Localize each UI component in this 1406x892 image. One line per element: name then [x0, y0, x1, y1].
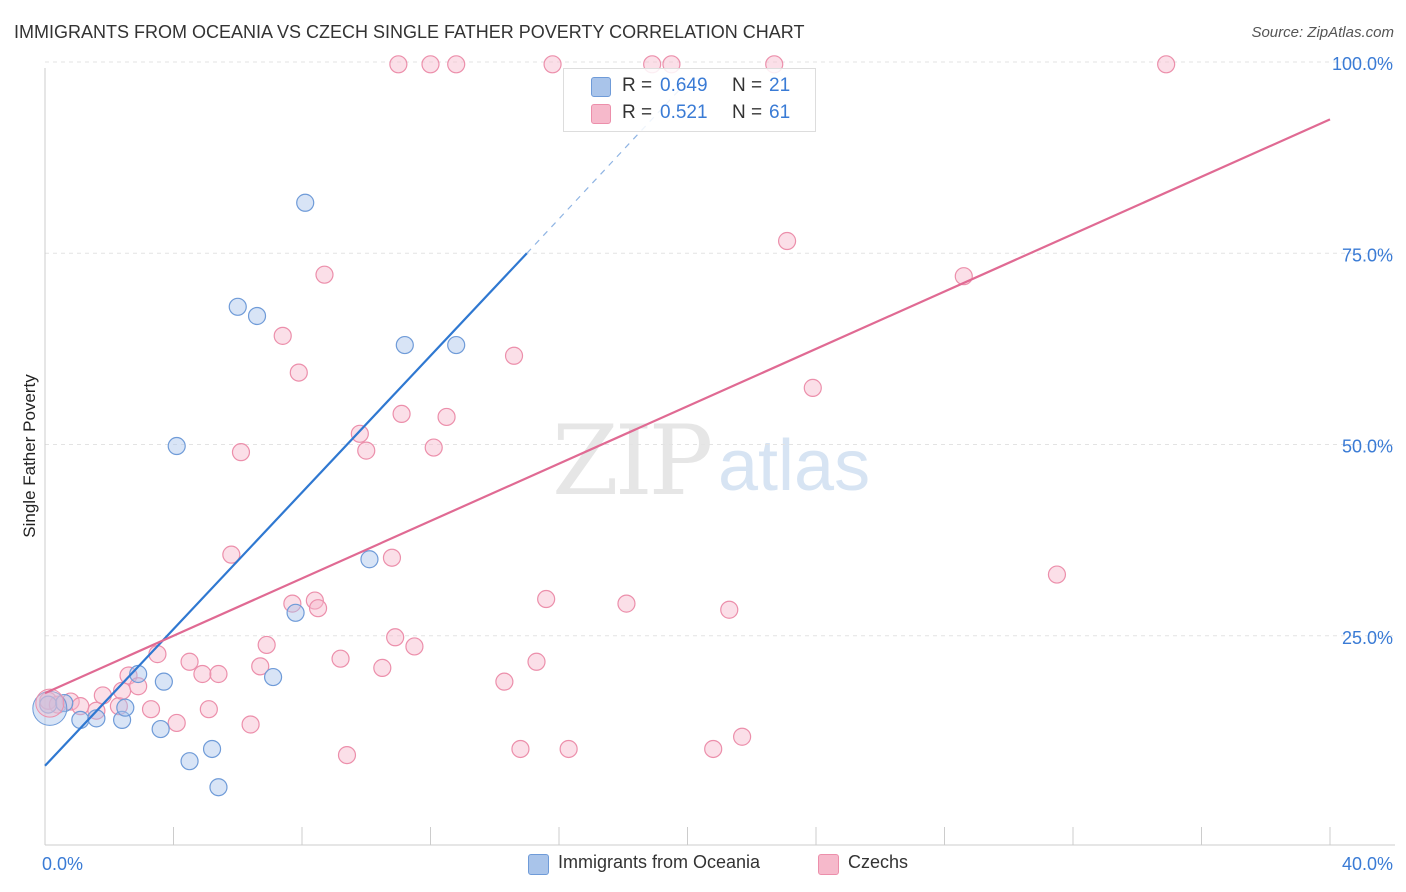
correlation-legend: R = 0.649 N = 21 R = 0.521 N = 61	[563, 68, 816, 132]
point-czechs	[803, 378, 822, 397]
point-czechs	[421, 55, 440, 74]
point-czechs-cluster	[35, 688, 65, 718]
point-czechs	[167, 713, 186, 733]
watermark-zip: ZIP	[552, 405, 713, 517]
point-czechs	[273, 326, 292, 345]
legend-row-oceania: R = 0.649 N = 21	[564, 73, 815, 99]
legend-n-label: N =	[732, 102, 763, 123]
trendline-czechs	[44, 118, 1331, 695]
watermark-atlas: atlas	[718, 426, 871, 506]
point-oceania	[247, 306, 267, 326]
point-czechs	[704, 739, 723, 759]
source-note: Source: ZipAtlas.com	[1251, 24, 1394, 41]
point-czechs	[350, 424, 369, 443]
x-tick-label-min: 0.0%	[42, 854, 83, 874]
y-tick-label: 25.0%	[1342, 628, 1393, 648]
legend-r-label: R =	[622, 75, 653, 96]
point-czechs	[1157, 55, 1176, 74]
point-czechs	[720, 600, 739, 619]
point-czechs	[511, 739, 530, 759]
point-czechs	[241, 715, 260, 734]
point-czechs	[308, 599, 328, 618]
point-czechs	[617, 594, 636, 613]
point-czechs	[543, 55, 562, 74]
point-oceania	[395, 335, 414, 355]
point-czechs	[93, 686, 112, 705]
bottom-legend-swatch-czechs	[818, 854, 839, 875]
point-czechs	[109, 697, 128, 716]
y-tick-label: 50.0%	[1342, 437, 1393, 457]
y-tick-label: 75.0%	[1342, 245, 1393, 265]
bottom-legend-swatch-oceania	[528, 854, 549, 875]
point-czechs	[405, 637, 424, 656]
point-czechs	[504, 346, 524, 365]
legend-row-czechs: R = 0.521 N = 61	[564, 100, 815, 126]
point-czechs	[382, 548, 402, 567]
y-tick-label: 100.0%	[1332, 54, 1393, 74]
point-oceania	[228, 297, 247, 316]
point-czechs	[424, 438, 443, 457]
point-czechs	[337, 745, 357, 765]
point-czechs	[251, 657, 270, 676]
point-oceania	[39, 695, 58, 714]
point-oceania	[296, 193, 315, 212]
point-oceania	[71, 710, 90, 730]
point-czechs	[559, 739, 578, 759]
point-oceania	[286, 603, 305, 622]
point-czechs	[437, 407, 456, 427]
point-czechs	[193, 664, 212, 684]
bottom-legend-label-oceania: Immigrants from Oceania	[558, 852, 761, 872]
point-czechs	[537, 589, 556, 609]
point-czechs	[222, 545, 241, 564]
legend-swatch-czechs	[591, 104, 611, 124]
point-czechs	[331, 649, 350, 668]
point-oceania	[209, 778, 228, 797]
point-czechs	[777, 231, 797, 251]
point-czechs	[231, 443, 251, 462]
trendline-oceania	[44, 252, 528, 767]
point-czechs	[495, 672, 514, 691]
point-czechs	[373, 658, 392, 677]
legend-r-label: R =	[622, 102, 653, 123]
point-oceania	[167, 436, 186, 456]
point-oceania	[447, 335, 466, 355]
point-czechs	[392, 404, 411, 423]
point-oceania	[360, 550, 379, 569]
point-oceania	[202, 739, 222, 759]
point-oceania	[116, 698, 135, 717]
point-czechs	[527, 652, 546, 671]
point-czechs	[209, 664, 228, 684]
point-oceania	[151, 719, 170, 739]
point-czechs	[315, 265, 334, 284]
x-tick-label-max: 40.0%	[1342, 854, 1393, 874]
point-czechs	[1047, 565, 1067, 584]
point-czechs	[289, 363, 308, 382]
point-czechs	[386, 628, 405, 647]
point-czechs	[180, 652, 199, 671]
legend-r-value: 0.649	[660, 75, 708, 96]
bottom-legend-label-czechs: Czechs	[848, 852, 909, 872]
point-czechs	[357, 441, 376, 460]
legend-n-value: 21	[769, 75, 791, 96]
point-czechs	[389, 55, 408, 74]
point-oceania	[180, 752, 199, 771]
legend-n-label: N =	[732, 75, 763, 96]
legend-swatch-oceania	[591, 77, 611, 97]
point-czechs	[257, 635, 276, 655]
point-oceania	[154, 672, 173, 691]
point-czechs	[199, 700, 218, 719]
chart-title: IMMIGRANTS FROM OCEANIA VS CZECH SINGLE …	[14, 22, 805, 42]
legend-r-value: 0.521	[660, 102, 708, 123]
point-oceania	[263, 667, 283, 687]
legend-n-value: 61	[769, 102, 791, 123]
point-czechs	[447, 55, 466, 74]
point-czechs	[141, 700, 161, 719]
point-czechs	[733, 727, 752, 746]
